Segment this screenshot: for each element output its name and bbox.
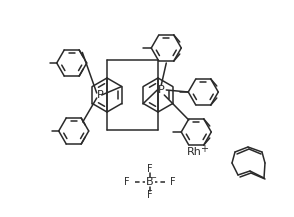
Text: F: F xyxy=(147,164,153,174)
Text: F: F xyxy=(170,177,176,187)
Text: F: F xyxy=(147,190,153,200)
Text: B: B xyxy=(146,177,154,187)
Text: −: − xyxy=(150,174,156,182)
Text: F: F xyxy=(124,177,130,187)
Text: P: P xyxy=(158,85,165,95)
Text: P: P xyxy=(97,90,104,100)
Text: Rh: Rh xyxy=(187,147,202,157)
Text: +: + xyxy=(200,144,208,154)
